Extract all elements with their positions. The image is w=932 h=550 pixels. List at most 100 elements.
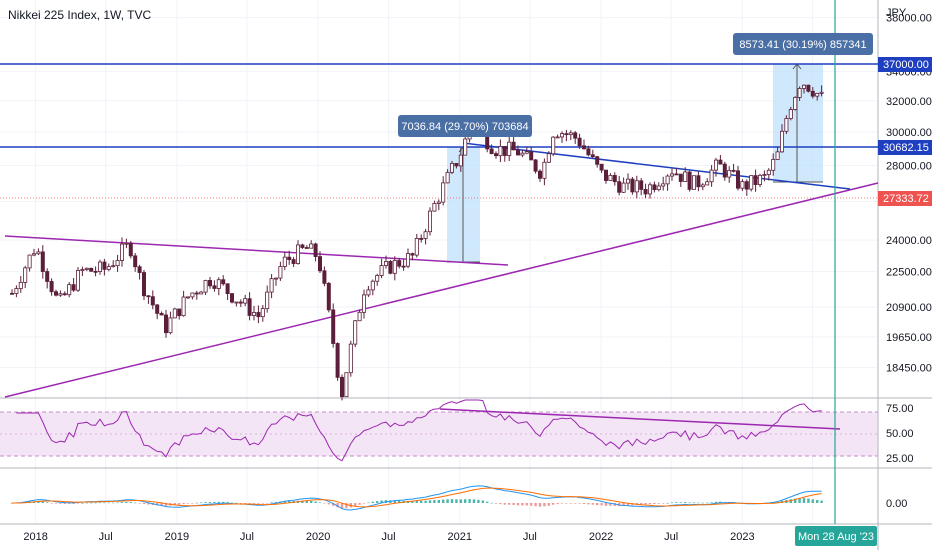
macd-bar — [336, 503, 339, 508]
candle — [366, 289, 371, 296]
rsi-axis: 75.00 50.00 25.00 — [886, 403, 914, 465]
candle — [128, 242, 133, 257]
time-tick-label: 2022 — [589, 531, 613, 543]
candle — [93, 270, 98, 273]
candle — [757, 174, 762, 185]
macd-bar — [468, 499, 471, 503]
macd-bar — [380, 500, 383, 503]
candle — [577, 137, 582, 147]
macd-bar — [371, 501, 374, 503]
price-label-last: 27333.72 — [883, 193, 929, 205]
macd-bar — [534, 503, 537, 507]
macd-bar — [807, 498, 810, 503]
macd-bar — [815, 499, 819, 503]
candle — [282, 256, 287, 267]
candle — [511, 141, 516, 151]
macd-bar — [230, 502, 234, 504]
chart-title: Nikkei 225 Index, 1W, TVC — [8, 8, 152, 22]
macd-bar — [679, 502, 682, 503]
macd-bar — [701, 502, 704, 504]
time-tick-label: 2020 — [306, 531, 330, 543]
candle — [247, 298, 252, 316]
candle — [564, 133, 569, 136]
candle — [383, 261, 388, 267]
candle — [137, 266, 142, 273]
candle — [14, 288, 19, 294]
price-label-37000: 37000.00 — [883, 59, 929, 71]
macd-bar — [675, 502, 678, 503]
candle — [678, 173, 683, 182]
trendline-purple-support[interactable] — [4, 182, 879, 398]
macd-bar — [560, 503, 564, 504]
candle — [533, 159, 538, 172]
candle — [806, 84, 811, 92]
macd-bar — [287, 500, 291, 503]
candle — [542, 161, 547, 179]
candle — [89, 267, 94, 272]
trendline-blue-descending[interactable] — [462, 142, 851, 190]
macd-bar — [239, 503, 242, 504]
measure-label-bg-1 — [398, 115, 532, 137]
candle — [58, 293, 63, 296]
candle — [185, 296, 190, 299]
time-tick-label: 2018 — [23, 531, 47, 543]
candle — [643, 189, 648, 195]
candles — [9, 84, 824, 401]
macd-bar — [72, 503, 75, 504]
candle — [278, 266, 283, 279]
macd-bar — [591, 503, 594, 505]
candle — [427, 210, 432, 233]
candle — [119, 243, 124, 261]
candle — [84, 267, 89, 270]
macd-bar — [173, 503, 176, 506]
macd-bar — [45, 502, 49, 503]
candle — [181, 296, 186, 317]
candle — [599, 163, 604, 171]
time-tick-label: Jul — [99, 531, 113, 543]
candle — [515, 149, 520, 156]
macd-bar — [274, 501, 278, 503]
macd-bar — [459, 499, 462, 503]
rsi-trendline[interactable] — [439, 408, 841, 430]
macd-bar — [208, 501, 212, 503]
macd-bar — [204, 502, 207, 503]
candle — [172, 308, 177, 319]
candle — [423, 231, 428, 239]
macd-bar — [683, 502, 687, 503]
candle — [75, 270, 80, 291]
macd-bar — [301, 500, 304, 503]
macd-bar — [573, 503, 577, 504]
macd-bar — [565, 503, 568, 504]
candle — [432, 203, 437, 212]
candle — [40, 251, 45, 272]
trendline-purple-upper[interactable] — [4, 235, 509, 266]
macd-bar — [182, 503, 185, 505]
macd-bar — [362, 503, 366, 504]
candle — [779, 130, 784, 153]
time-tick-label: 2019 — [165, 531, 189, 543]
macd-bar — [129, 502, 132, 503]
macd-bar — [477, 499, 480, 503]
candle — [251, 312, 256, 316]
macd-bar — [543, 503, 546, 507]
candle — [700, 184, 705, 188]
candle — [304, 247, 309, 249]
candle — [309, 243, 314, 249]
macd-bar — [600, 503, 603, 506]
macd-bar — [397, 500, 401, 503]
macd-bar — [692, 502, 696, 503]
macd-bar — [54, 503, 58, 504]
measure-box-2[interactable] — [773, 64, 823, 182]
macd-bar — [147, 503, 150, 505]
macd-bar — [98, 502, 102, 504]
candle — [207, 280, 212, 287]
price-tick-label: 32000.00 — [886, 96, 932, 108]
candle — [80, 269, 85, 271]
candle — [665, 175, 670, 185]
candle — [348, 343, 353, 374]
macd-bar — [490, 502, 493, 504]
cursor-label: Mon 28 Aug '23 — [798, 531, 874, 543]
candle — [221, 279, 226, 285]
